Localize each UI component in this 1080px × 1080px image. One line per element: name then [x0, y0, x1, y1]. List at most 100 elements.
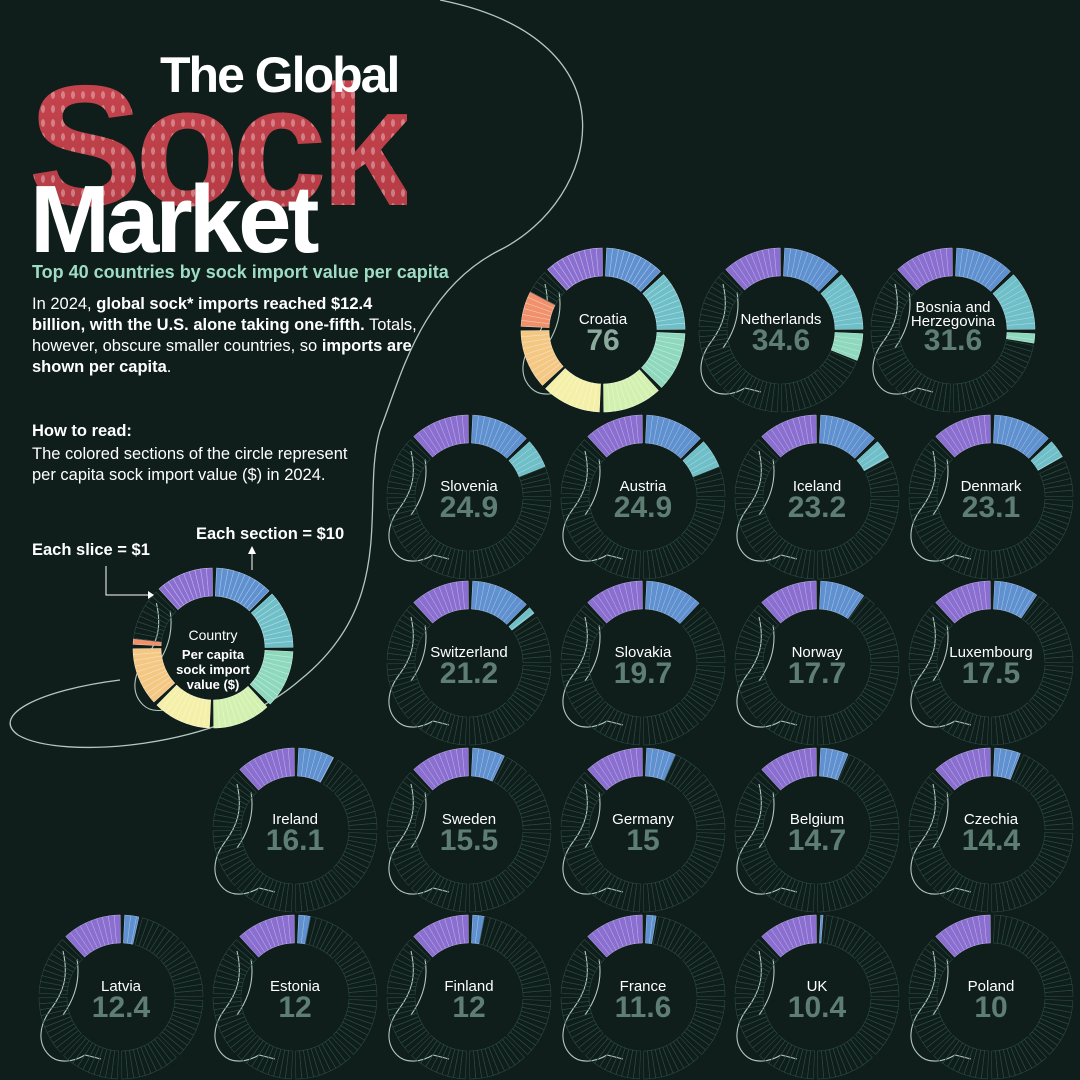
empty-slice-ireland-28 [347, 811, 377, 822]
empty-slice-netherlands-57 [737, 375, 757, 404]
slice-legend-50 [213, 699, 220, 729]
empty-slice-estonia-30 [348, 989, 378, 997]
empty-slice-slovenia-59 [415, 537, 438, 564]
empty-slice-czechia-25 [1039, 794, 1068, 811]
empty-slice-belgium-65 [740, 849, 769, 866]
empty-slice-ireland-20 [329, 766, 353, 792]
subtitle: Top 40 countries by sock import value pe… [32, 262, 449, 282]
empty-slice-finland-59 [415, 1037, 438, 1064]
empty-slice-luxembourg-28 [1043, 644, 1073, 655]
empty-slice-germany-30 [696, 822, 726, 830]
empty-slice-switzerland-28 [521, 644, 551, 655]
empty-slice-slovakia-39 [683, 694, 710, 717]
empty-slice-poland-37 [1036, 1021, 1065, 1041]
slice-legend-10 [206, 567, 213, 597]
empty-slice-latvia-65 [44, 1016, 73, 1033]
empty-slice-slovenia-44 [491, 543, 511, 572]
empty-slice-ireland-44 [317, 876, 337, 905]
empty-slice-bosnia-and-herzegovina-59 [899, 370, 922, 397]
empty-slice-denmark-77 [917, 453, 946, 473]
empty-slice-denmark-59 [937, 537, 960, 564]
empty-slice-czechia-58 [942, 873, 963, 901]
empty-slice-belgium-54 [789, 880, 804, 910]
empty-slice-czechia-18 [1019, 759, 1040, 787]
empty-slice-slovenia-30 [522, 489, 552, 497]
empty-slice-ireland-37 [340, 854, 369, 874]
empty-slice-denmark-80 [927, 439, 953, 463]
slice-belgium-10 [809, 747, 817, 777]
empty-slice-finland-36 [516, 1018, 545, 1036]
empty-slice-slovenia-42 [498, 538, 521, 566]
empty-slice-uk-37 [862, 1021, 891, 1041]
empty-slice-switzerland-31 [522, 665, 552, 673]
intro-bold-1: global sock* imports reached $12.4 billi… [32, 295, 373, 334]
empty-slice-norway-58 [768, 706, 789, 734]
empty-slice-austria-30 [696, 489, 726, 497]
empty-slice-ireland-54 [267, 880, 282, 910]
empty-slice-czechia-62 [922, 859, 950, 882]
empty-slice-norway-63 [745, 689, 773, 710]
empty-slice-ireland-25 [343, 794, 372, 811]
empty-slice-luxembourg-58 [942, 706, 963, 734]
empty-slice-finland-70 [386, 997, 416, 1005]
slice-legend-20 [246, 586, 270, 612]
empty-slice-luxembourg-76 [915, 624, 944, 642]
empty-slice-finland-14 [482, 917, 497, 947]
empty-slice-estonia-58 [246, 1040, 267, 1068]
empty-slice-uk-44 [839, 1043, 859, 1072]
slice-iceland-10 [809, 414, 817, 444]
empty-slice-legend-74 [135, 621, 165, 635]
empty-slice-estonia-59 [241, 1037, 264, 1064]
empty-slice-sweden-62 [400, 859, 428, 882]
empty-slice-latvia-47 [132, 1048, 146, 1078]
intro-part-2: Totals, however, obscure smaller countri… [32, 316, 417, 355]
empty-slice-ireland-63 [223, 856, 251, 877]
empty-slice-latvia-27 [172, 972, 202, 986]
empty-slice-bosnia-and-herzegovina-63 [881, 356, 909, 377]
empty-slice-czechia-27 [1042, 805, 1072, 819]
empty-slice-estonia-39 [335, 1028, 362, 1051]
empty-slice-latvia-54 [93, 1047, 108, 1077]
empty-slice-france-64 [568, 1019, 597, 1039]
empty-slice-norway-38 [860, 691, 888, 712]
empty-slice-estonia-34 [345, 1010, 375, 1025]
empty-slice-luxembourg-65 [914, 682, 943, 699]
empty-slice-germany-70 [560, 830, 590, 838]
empty-slice-latvia-76 [45, 958, 74, 976]
country-value-netherlands: 34.6 [752, 324, 810, 357]
empty-slice-denmark-28 [1043, 478, 1073, 489]
empty-slice-norway-27 [868, 638, 898, 652]
empty-slice-germany-58 [594, 873, 615, 901]
slice-croatia-60 [545, 368, 569, 394]
empty-slice-luxembourg-31 [1044, 665, 1074, 673]
empty-slice-estonia-40 [333, 1031, 359, 1055]
empty-slice-czechia-19 [1022, 763, 1045, 790]
empty-slice-luxembourg-70 [908, 663, 938, 671]
empty-slice-poland-70 [908, 997, 938, 1005]
empty-slice-austria-34 [693, 510, 723, 525]
empty-slice-poland-59 [937, 1037, 960, 1064]
empty-slice-luxembourg-50 [991, 716, 999, 746]
empty-slice-denmark-31 [1044, 499, 1074, 507]
slice-uk-11 [819, 914, 824, 944]
empty-slice-netherlands-63 [709, 356, 737, 377]
empty-slice-france-17 [667, 923, 687, 952]
empty-slice-germany-65 [566, 849, 595, 866]
empty-slice-denmark-38 [1034, 525, 1062, 546]
empty-slice-norway-37 [862, 687, 891, 707]
empty-slice-bosnia-and-herzegovina-51 [943, 383, 951, 413]
empty-slice-netherlands-44 [803, 376, 823, 405]
empty-slice-norway-23 [861, 616, 889, 637]
empty-slice-france-34 [693, 1010, 723, 1025]
country-value-belgium: 14.7 [788, 824, 846, 857]
slice-croatia-40 [641, 364, 667, 388]
empty-slice-iceland-40 [855, 531, 881, 555]
empty-slice-austria-54 [615, 547, 630, 577]
empty-slice-poland-20 [1025, 933, 1049, 959]
slice-france-12 [649, 915, 657, 944]
empty-slice-finland-45 [488, 1045, 505, 1074]
empty-slice-bosnia-and-herzegovina-70 [870, 330, 900, 338]
empty-slice-uk-20 [851, 933, 875, 959]
empty-slice-slovenia-38 [512, 525, 540, 546]
